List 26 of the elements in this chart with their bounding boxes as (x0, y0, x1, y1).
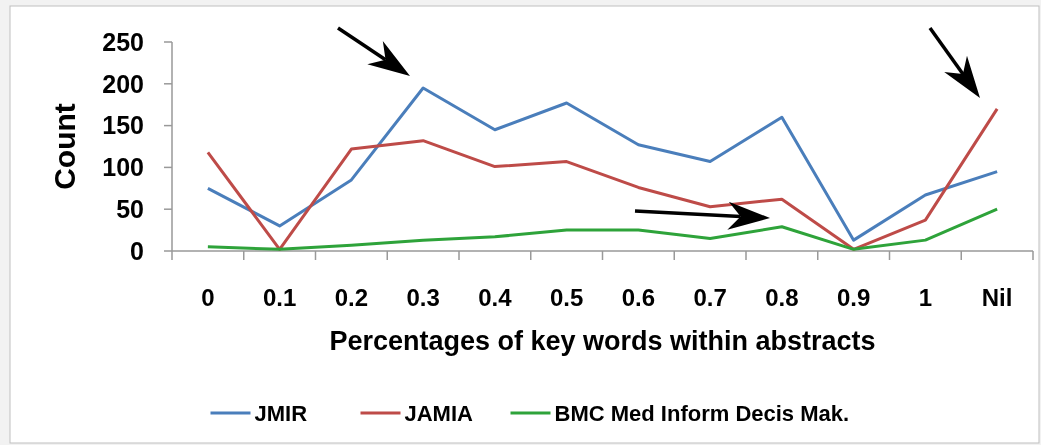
line-series (206, 207, 999, 251)
x-axis-title: Percentages of key words within abstracts (329, 326, 876, 356)
x-tick-label: 0.7 (693, 284, 727, 311)
x-tick-label: 0.8 (765, 284, 799, 311)
legend-label: JMIR (254, 400, 308, 426)
x-tick-label: 0.4 (478, 284, 513, 311)
x-tick-label: Nil (981, 284, 1013, 311)
y-tick-label: 100 (102, 153, 144, 182)
line-series (206, 107, 999, 251)
y-tick-label: 250 (102, 27, 144, 56)
y-tick-label: 150 (102, 111, 144, 140)
x-tick-label: 0.2 (334, 284, 369, 311)
x-tick-label: 0.6 (621, 284, 656, 311)
x-tick-label: 0.1 (262, 284, 297, 311)
legend-label: BMC Med Inform Decis Mak. (554, 400, 850, 426)
legend-label: JAMIA (404, 400, 474, 426)
x-tick-label: 1 (918, 284, 933, 311)
y-tick-label: 0 (130, 236, 144, 265)
y-tick-label: 200 (102, 69, 144, 98)
x-tick-label: 0.5 (549, 284, 584, 311)
y-axis-title: Count (48, 103, 81, 190)
line-series (206, 86, 999, 242)
x-tick-label: 0 (201, 284, 215, 311)
y-tick-label: 50 (116, 194, 144, 223)
x-tick-label: 0.9 (836, 284, 871, 311)
x-tick-label: 0.3 (406, 284, 440, 311)
